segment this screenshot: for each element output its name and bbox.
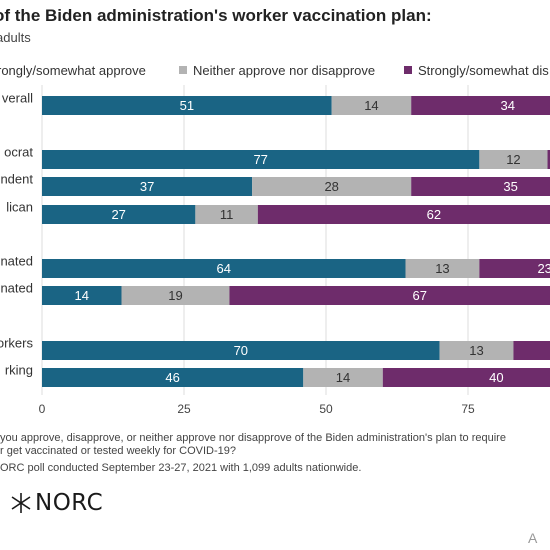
bar-4-series-2 xyxy=(195,205,258,224)
bar-7-series-1 xyxy=(42,341,440,360)
data-label-2-1: 77 xyxy=(253,152,267,167)
data-label-4-1: 27 xyxy=(111,207,125,222)
data-label-2-2: 12 xyxy=(506,152,520,167)
category-label-3: ndent xyxy=(0,172,33,187)
norc-star-icon xyxy=(11,493,31,513)
bar-6-series-3 xyxy=(229,286,550,305)
footer-source-line: ORC poll conducted September 23-27, 2021… xyxy=(0,462,362,474)
data-label-1-3: 34 xyxy=(501,98,515,113)
data-label-5-1: 64 xyxy=(217,261,231,276)
legend-label-neither: Neither approve nor disapprove xyxy=(193,63,376,78)
bar-5-series-3 xyxy=(479,259,550,278)
legend-swatch-neither xyxy=(179,66,187,74)
bar-7-series-2 xyxy=(439,341,514,360)
chart-title: of the Biden administration's worker vac… xyxy=(0,6,432,25)
bar-6-series-1 xyxy=(42,286,122,305)
x-tick-label-75: 75 xyxy=(461,402,475,416)
x-tick-label-25: 25 xyxy=(177,402,191,416)
data-label-4-3: 62 xyxy=(427,207,441,222)
bar-7-series-3 xyxy=(513,341,550,360)
data-label-7-1: 70 xyxy=(234,343,248,358)
bar-5-series-2 xyxy=(405,259,480,278)
bar-6-series-2 xyxy=(121,286,230,305)
legend-item-disapprove: Strongly/somewhat dis xyxy=(404,63,549,78)
stacked-bar-chart: 51 14 34 verall 77 12 ocrat 37 28 35 ndent 27 11 62 li… xyxy=(0,85,550,416)
legend: rongly/somewhat approve Neither approve … xyxy=(0,63,550,81)
bar-1-series-2 xyxy=(331,96,412,115)
bar-1-series-3 xyxy=(411,96,550,115)
data-label-6-3: 67 xyxy=(412,288,426,303)
x-tick-label-0: 0 xyxy=(39,402,46,416)
bar-4-series-3 xyxy=(257,205,550,224)
bar-2-series-1 xyxy=(42,150,480,169)
footer-question-line-2: r get vaccinated or tested weekly for CO… xyxy=(0,445,236,457)
bar-4-series-1 xyxy=(42,205,196,224)
bar-3-series-1 xyxy=(42,177,253,196)
chart-subtitle: adults xyxy=(0,30,31,45)
data-label-8-1: 46 xyxy=(165,370,179,385)
data-label-6-1: 14 xyxy=(75,288,89,303)
data-label-5-2: 13 xyxy=(435,261,449,276)
legend-item-neither: Neither approve nor disapprove xyxy=(179,63,375,78)
bar-3-series-3 xyxy=(411,177,550,196)
category-label-4: lican xyxy=(6,200,33,215)
data-label-8-3: 40 xyxy=(489,370,503,385)
data-label-3-1: 37 xyxy=(140,179,154,194)
norc-logo-text: NORC xyxy=(35,490,104,516)
data-label-6-2: 19 xyxy=(168,288,182,303)
category-label-5: nated xyxy=(0,254,33,269)
data-label-7-2: 13 xyxy=(469,343,483,358)
category-label-8: rking xyxy=(5,363,33,378)
category-label-1: verall xyxy=(2,91,33,106)
legend-item-approve: rongly/somewhat approve xyxy=(0,63,146,78)
category-label-7: orkers xyxy=(0,336,33,351)
bar-8-series-2 xyxy=(303,368,383,387)
bar-1-series-1 xyxy=(42,96,332,115)
legend-swatch-disapprove xyxy=(404,66,412,74)
bar-2-series-3 xyxy=(547,150,550,169)
bar-2-series-2 xyxy=(479,150,548,169)
norc-logo: NORC xyxy=(10,490,103,516)
category-label-2: ocrat xyxy=(4,145,33,160)
data-label-1-1: 51 xyxy=(180,98,194,113)
bar-8-series-1 xyxy=(42,368,304,387)
data-label-3-3: 35 xyxy=(503,179,517,194)
category-label-6: nated xyxy=(0,281,33,296)
footer-question-line-1: you approve, disapprove, or neither appr… xyxy=(0,432,506,444)
data-label-8-2: 14 xyxy=(336,370,350,385)
data-label-1-2: 14 xyxy=(364,98,378,113)
bar-5-series-1 xyxy=(42,259,406,278)
x-tick-label-50: 50 xyxy=(319,402,333,416)
data-label-4-2: 11 xyxy=(220,207,234,222)
legend-label-approve: rongly/somewhat approve xyxy=(0,63,146,78)
data-label-3-2: 28 xyxy=(324,179,338,194)
bar-3-series-2 xyxy=(252,177,412,196)
legend-label-disapprove: Strongly/somewhat dis xyxy=(418,63,549,78)
data-label-5-3: 23 xyxy=(537,261,550,276)
bar-8-series-3 xyxy=(382,368,550,387)
credit-text: A xyxy=(528,530,538,546)
